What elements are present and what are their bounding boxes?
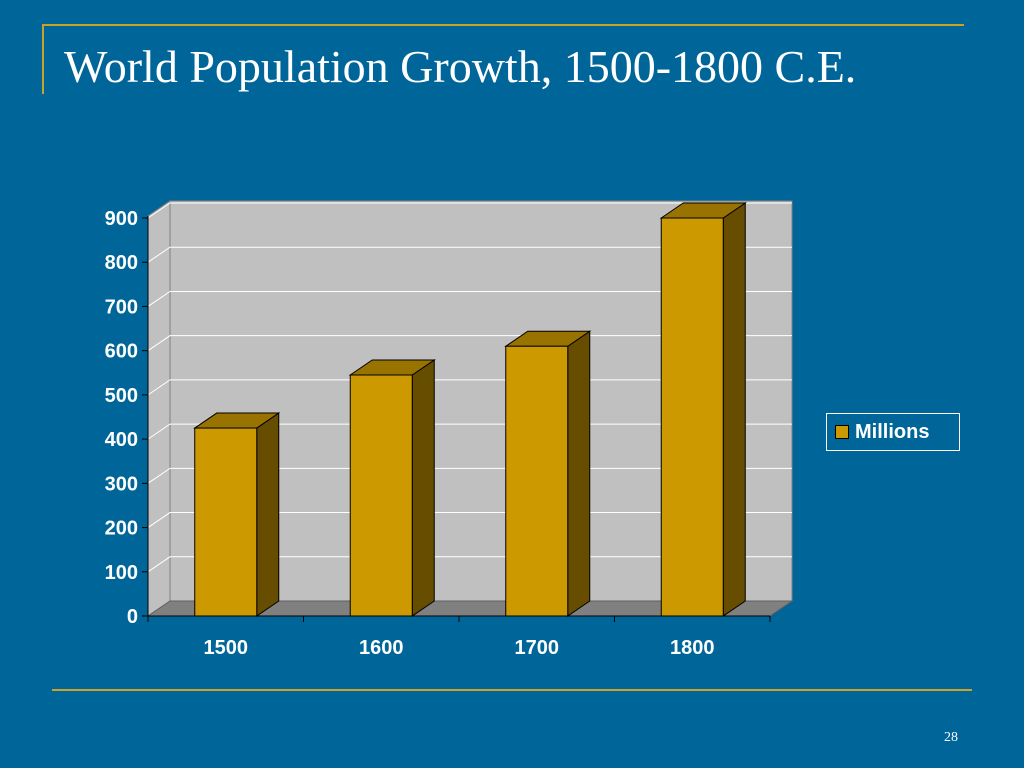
chart-legend: Millions — [826, 413, 960, 451]
y-tick-label: 100 — [105, 562, 138, 584]
x-tick-label: 1700 — [515, 637, 560, 659]
bar-side — [567, 330, 591, 617]
y-gridline — [147, 290, 792, 307]
y-tick-label: 900 — [105, 208, 138, 230]
y-tick-label: 300 — [105, 473, 138, 495]
bar-side — [256, 412, 280, 617]
legend-swatch — [835, 425, 849, 439]
page-number: 28 — [944, 730, 958, 745]
bar-side — [411, 359, 435, 617]
y-tick-label: 200 — [105, 518, 138, 540]
bar-1800 — [660, 217, 724, 617]
plot-side-wall — [147, 200, 171, 617]
y-tick-label: 400 — [105, 429, 138, 451]
bar-1500 — [194, 427, 258, 617]
bar-1600 — [349, 374, 413, 617]
x-tick-label: 1600 — [359, 637, 404, 659]
legend-label: Millions — [855, 420, 930, 443]
y-tick-label: 800 — [105, 252, 138, 274]
x-tick-label: 1500 — [204, 637, 249, 659]
y-gridline — [147, 246, 792, 263]
bottom-rule — [52, 689, 972, 691]
x-tick-label: 1800 — [670, 637, 715, 659]
y-tick-label: 600 — [105, 341, 138, 363]
bar-side — [722, 202, 746, 617]
title-rule-left — [42, 24, 44, 94]
y-tick-label: 500 — [105, 385, 138, 407]
y-gridline — [147, 202, 792, 219]
y-tick-label: 700 — [105, 296, 138, 318]
y-tick-label: 0 — [127, 606, 138, 628]
bar-1700 — [505, 345, 569, 617]
slide-title: World Population Growth, 1500-1800 C.E. — [64, 41, 857, 92]
title-rule-top — [42, 24, 964, 26]
